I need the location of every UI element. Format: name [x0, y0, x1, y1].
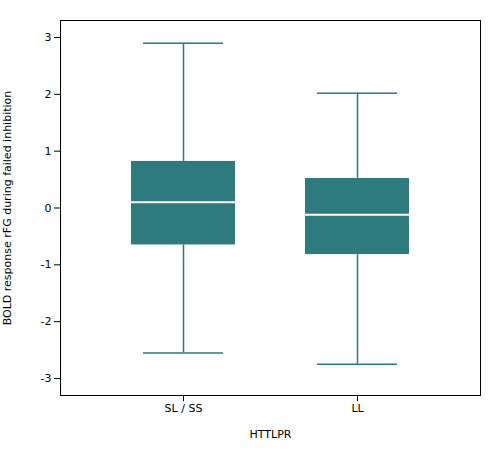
svg-text:LL: LL — [351, 402, 364, 415]
svg-text:-1: -1 — [41, 258, 52, 271]
svg-text:SL / SS: SL / SS — [165, 402, 203, 415]
svg-text:HTTLPR: HTTLPR — [250, 428, 292, 441]
svg-text:1: 1 — [45, 145, 52, 158]
svg-text:2: 2 — [45, 88, 52, 101]
svg-text:0: 0 — [45, 202, 52, 215]
svg-text:-2: -2 — [41, 315, 52, 328]
svg-text:BOLD response rFG during faile: BOLD response rFG during failed inhibiti… — [1, 91, 14, 326]
svg-text:3: 3 — [45, 31, 52, 44]
svg-text:-3: -3 — [41, 372, 52, 385]
